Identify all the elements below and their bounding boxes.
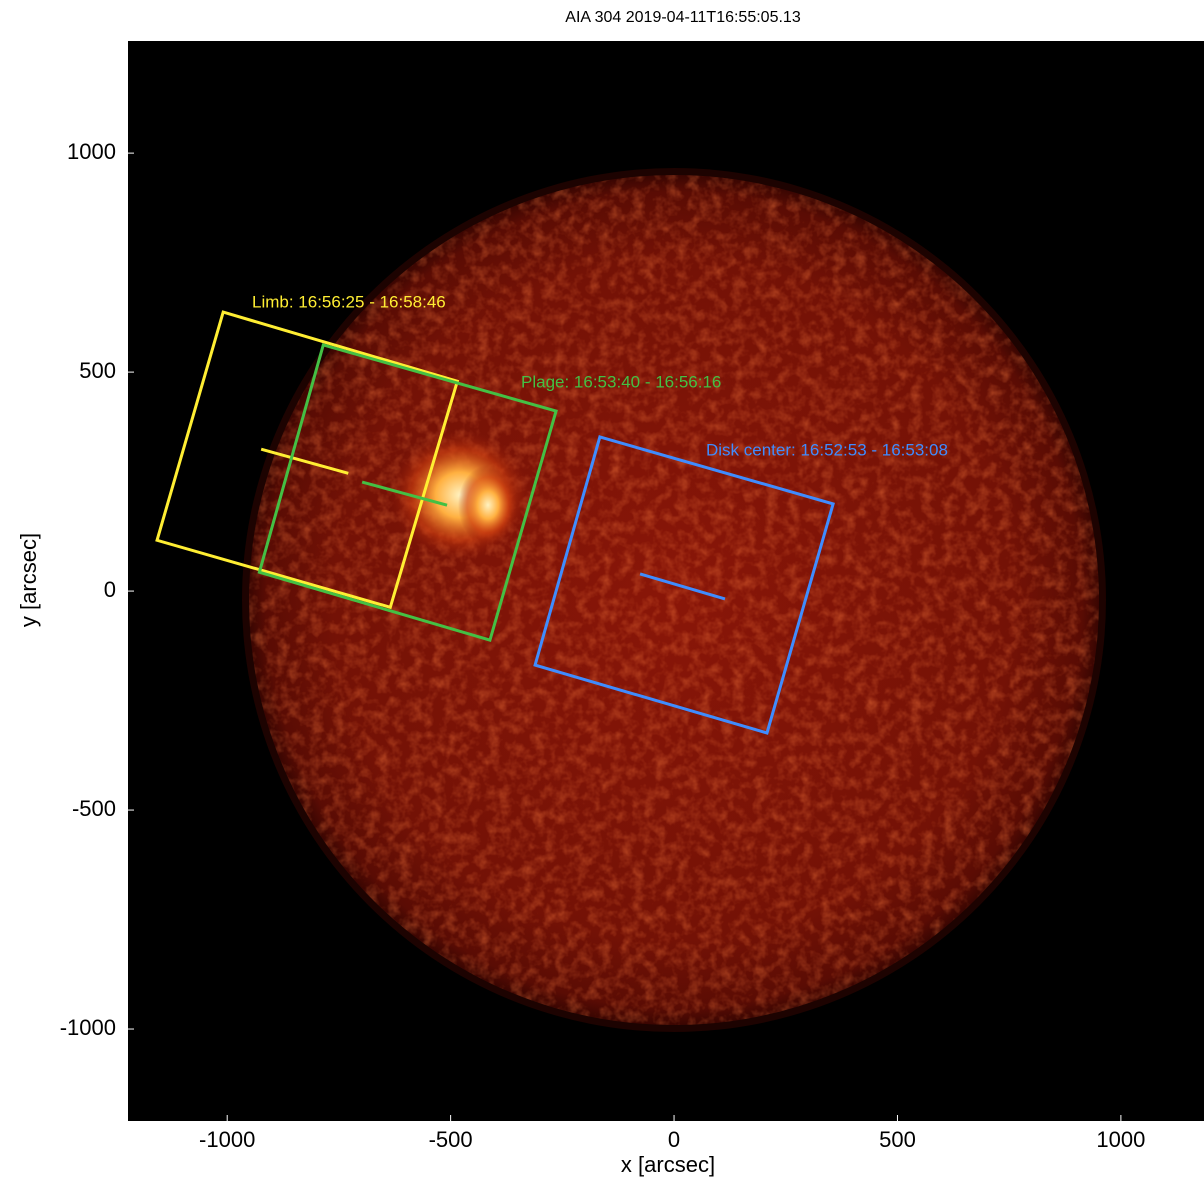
y-tick-label: -500	[72, 796, 116, 821]
y-tick-label: -1000	[60, 1015, 116, 1040]
x-tick-label: -500	[429, 1127, 473, 1152]
y-axis-label: y [arcsec]	[16, 533, 41, 627]
chart-title: AIA 304 2019-04-11T16:55:05.13	[565, 9, 801, 26]
box-label: Disk center: 16:52:53 - 16:53:08	[706, 440, 948, 459]
page: {"chart_data": { "type": "image", "title…	[0, 0, 1204, 1184]
x-tick-label: 0	[668, 1127, 680, 1152]
box-label: Plage: 16:53:40 - 16:56:16	[521, 372, 721, 391]
y-tick-label: 1000	[67, 139, 116, 164]
x-tick-label: 1000	[1096, 1127, 1145, 1152]
x-tick-label: -1000	[199, 1127, 255, 1152]
x-axis-label: x [arcsec]	[621, 1152, 715, 1177]
box-label: Limb: 16:56:25 - 16:58:46	[252, 292, 446, 311]
x-tick-label: 500	[879, 1127, 916, 1152]
y-tick-label: 0	[104, 577, 116, 602]
chart: Limb: 16:56:25 - 16:58:46 Plage: 16:53:40…	[0, 0, 1204, 1184]
plage-region	[458, 465, 518, 545]
y-tick-label: 500	[79, 358, 116, 383]
